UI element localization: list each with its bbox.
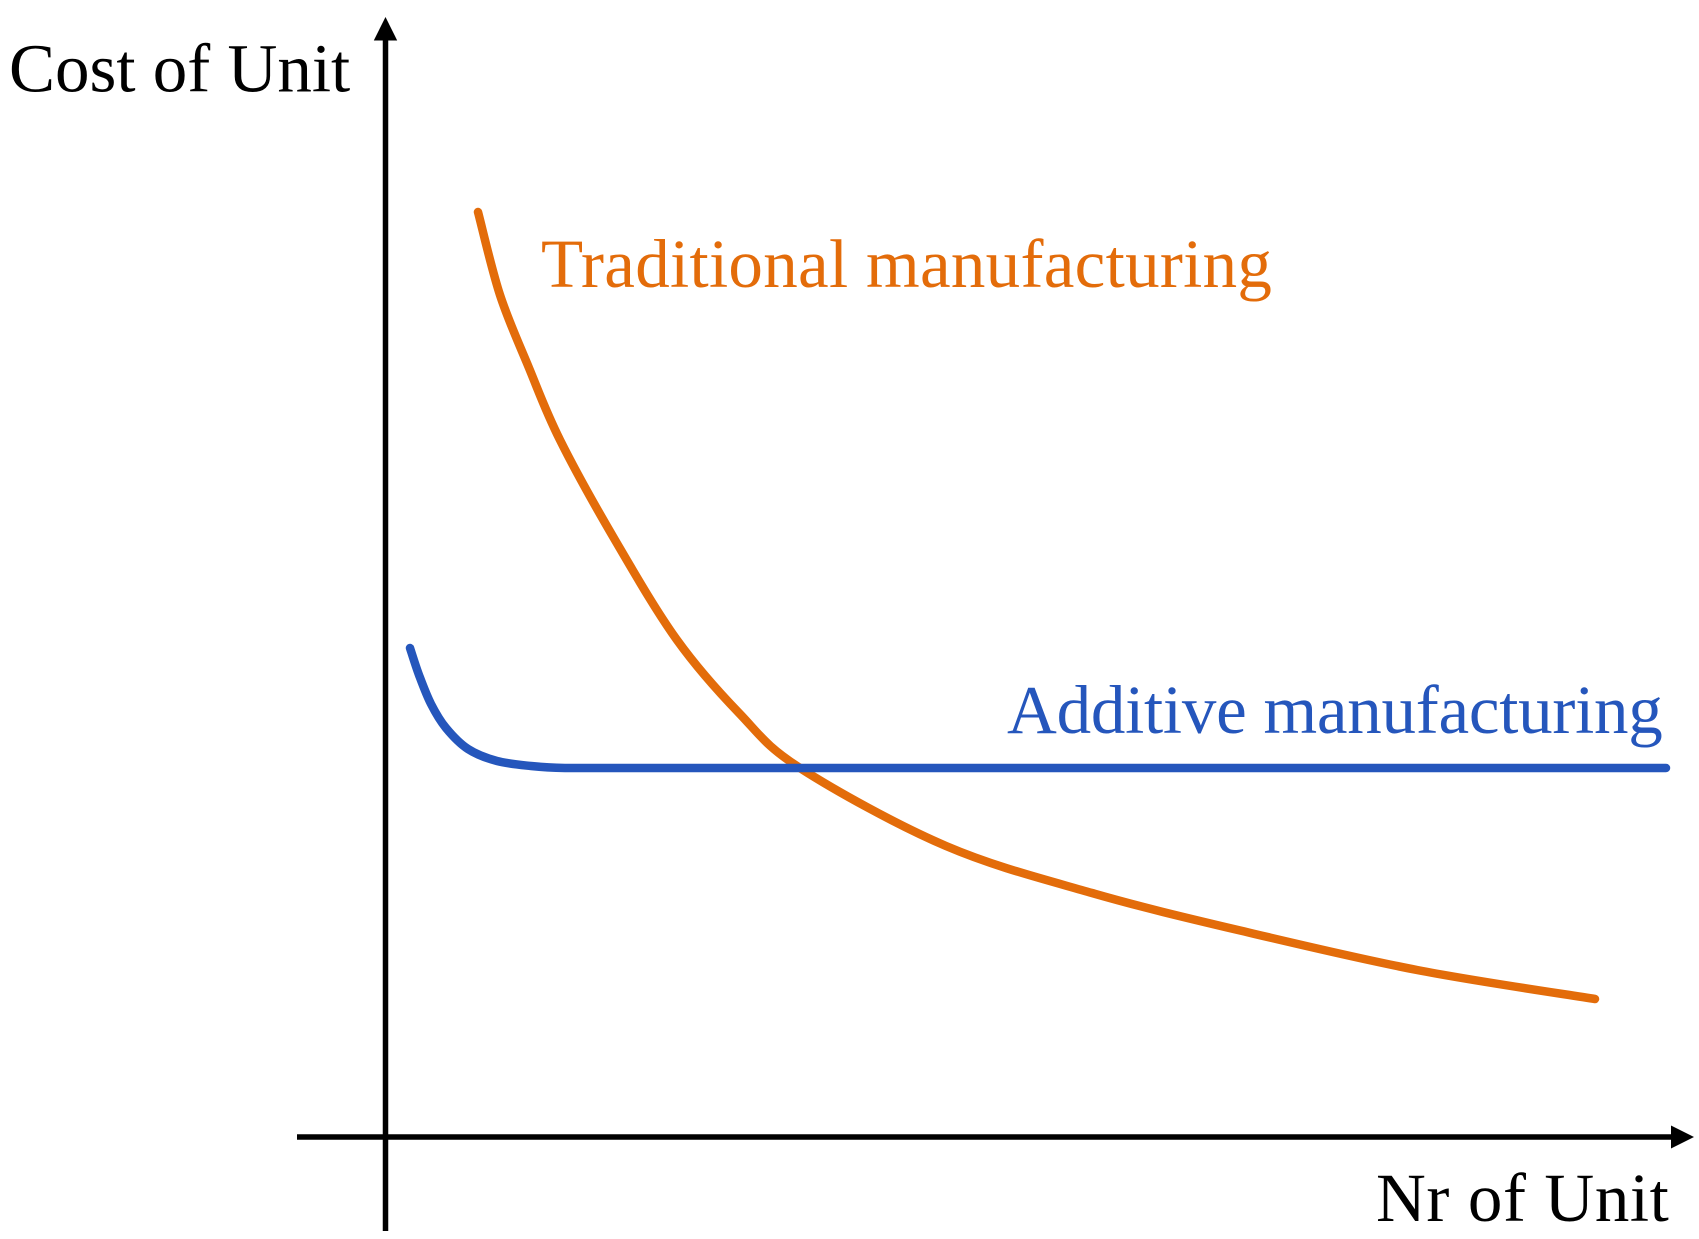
svg-text:Additive manufacturing: Additive manufacturing (1007, 672, 1663, 748)
svg-text:Cost of Unit: Cost of Unit (9, 31, 350, 107)
svg-text:Nr of Unit: Nr of Unit (1376, 1160, 1669, 1236)
svg-text:Traditional manufacturing: Traditional manufacturing (541, 226, 1272, 302)
